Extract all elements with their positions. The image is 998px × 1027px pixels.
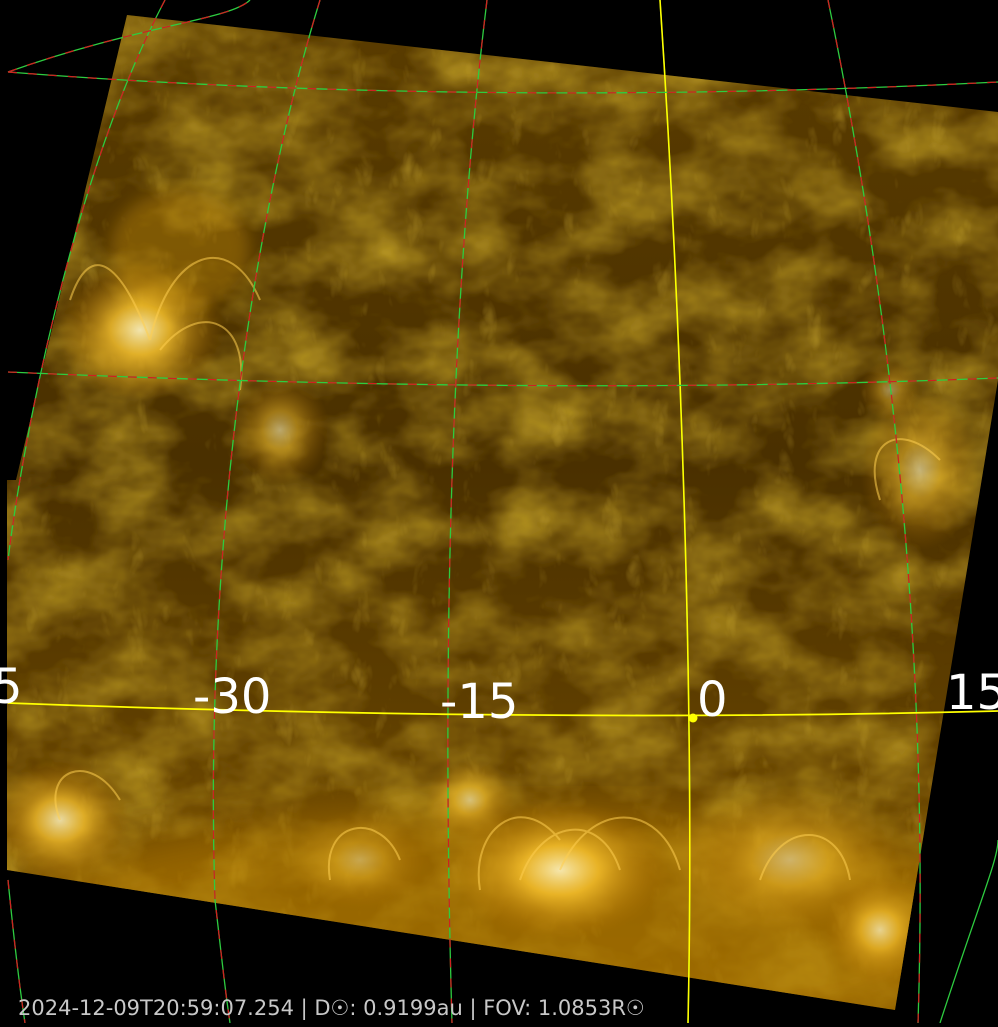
latitude-grid-lines <box>7 71 998 717</box>
active-region-glows <box>7 190 980 985</box>
longitude-label: 0 <box>697 672 728 728</box>
solar-limb-arcs <box>939 839 998 1024</box>
longitude-label: -15 <box>440 674 518 730</box>
longitude-labels: 5 -30 -15 0 15 <box>0 659 998 730</box>
longitude-label: 15 <box>946 665 998 721</box>
longitude-label: 5 <box>0 659 23 715</box>
observation-info-footer: 2024-12-09T20:59:07.254 | D☉: 0.9199au |… <box>18 996 645 1020</box>
equator-line <box>7 702 998 717</box>
central-meridian <box>659 0 691 1024</box>
coronal-loops <box>54 257 941 891</box>
longitude-label: -30 <box>193 669 271 725</box>
disk-center-marker <box>688 713 698 723</box>
